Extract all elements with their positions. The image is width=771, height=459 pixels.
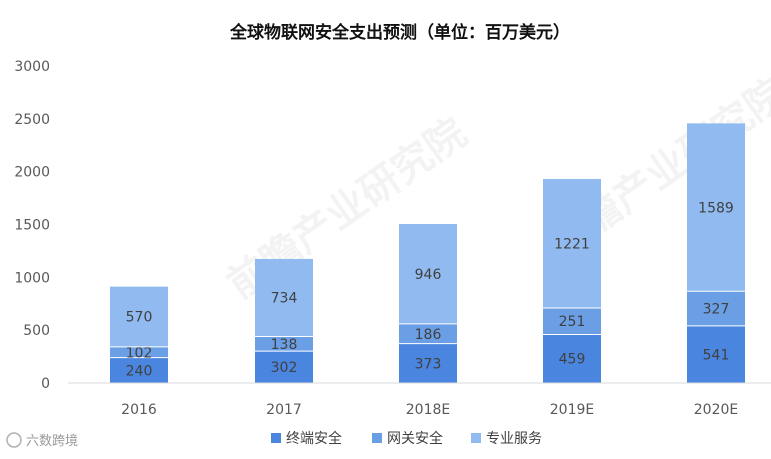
credit-logo-icon	[6, 432, 22, 448]
legend: 终端安全 网关安全 专业服务	[271, 430, 542, 447]
y-tick-label: 2000	[14, 165, 50, 181]
data-label: 541	[703, 347, 730, 363]
legend-label: 网关安全	[387, 430, 443, 447]
bar-segment	[110, 286, 168, 347]
data-label: 1589	[698, 200, 734, 216]
data-label: 302	[271, 360, 298, 376]
data-label: 734	[271, 291, 298, 307]
x-tick-label: 2019E	[550, 402, 594, 418]
x-tick-label: 2017	[266, 402, 302, 418]
data-label: 138	[271, 337, 298, 353]
data-label: 240	[126, 363, 153, 379]
legend-swatch	[372, 433, 382, 443]
legend-label: 专业服务	[486, 431, 542, 447]
bar-segment	[399, 323, 457, 344]
bar-segment	[543, 178, 601, 308]
data-label: 251	[559, 314, 586, 330]
data-label: 186	[415, 327, 442, 343]
data-label: 459	[559, 352, 586, 368]
x-tick-label: 2020E	[694, 402, 738, 418]
y-tick-label: 0	[41, 376, 50, 392]
bar-segment	[255, 258, 313, 337]
credit-logo: 六数跨境	[6, 432, 78, 449]
y-tick-label: 2500	[14, 112, 50, 128]
data-label: 102	[126, 345, 153, 361]
credit-text: 六数跨境	[26, 434, 78, 449]
bars: 240 102 570 302 138 734 373 186 946 459 251 1221 541…	[110, 123, 745, 383]
bar-segment	[543, 307, 601, 335]
legend-label: 终端安全	[286, 430, 342, 447]
bar-segment	[255, 336, 313, 352]
x-tick-label: 2018E	[406, 402, 450, 418]
bar-segment	[255, 351, 313, 383]
bar-segment	[110, 357, 168, 383]
data-label: 327	[703, 302, 730, 318]
bar-segment	[399, 223, 457, 324]
y-axis: 0 500 1000 1500 2000 2500 3000	[14, 59, 50, 392]
bar-segment	[110, 346, 168, 358]
chart-title: 全球物联网安全支出预测（单位：百万美元）	[229, 22, 570, 43]
y-tick-label: 500	[23, 323, 50, 339]
bar-segment	[399, 343, 457, 383]
data-label: 570	[126, 310, 153, 326]
y-tick-label: 3000	[14, 59, 50, 75]
bar-segment	[687, 291, 745, 326]
y-tick-label: 1000	[14, 270, 50, 286]
data-label: 946	[415, 267, 442, 283]
x-tick-label: 2016	[121, 402, 157, 418]
legend-swatch	[471, 433, 481, 443]
legend-swatch	[271, 433, 281, 443]
bar-segment	[543, 334, 601, 383]
bar-segment	[687, 325, 745, 383]
data-label: 373	[415, 356, 442, 372]
bar-segment	[687, 123, 745, 292]
y-tick-label: 1500	[14, 218, 50, 234]
x-axis: 2016 2017 2018E 2019E 2020E	[121, 402, 738, 418]
data-label: 1221	[554, 236, 590, 252]
